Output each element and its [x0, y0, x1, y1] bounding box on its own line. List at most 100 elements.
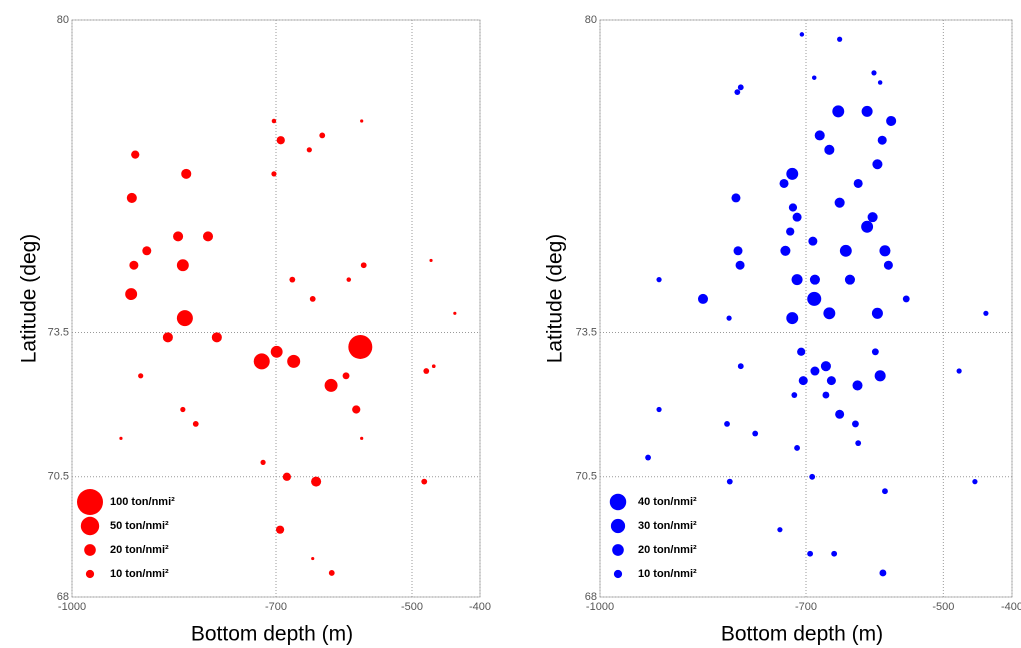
- bubble: [886, 115, 897, 127]
- y-tick-label: 80: [585, 14, 597, 26]
- bubble: [877, 135, 887, 145]
- bubble: [360, 436, 364, 440]
- bubble: [852, 420, 859, 428]
- bubble: [871, 307, 883, 319]
- legend-marker: [613, 569, 623, 579]
- bubble: [852, 380, 863, 391]
- bubble: [809, 274, 820, 285]
- bubble: [176, 310, 193, 327]
- legend-marker: [80, 516, 100, 536]
- bubble: [777, 527, 783, 533]
- bubble: [726, 478, 733, 485]
- bubble: [202, 231, 214, 242]
- bubble: [270, 345, 283, 358]
- bubble: [797, 347, 806, 356]
- bubble: [871, 348, 879, 356]
- bubble: [837, 36, 843, 42]
- y-tick-label: 68: [57, 591, 69, 603]
- bubble: [126, 192, 137, 203]
- bubble: [972, 479, 978, 485]
- bubble: [798, 376, 808, 386]
- x-tick-label: -1000: [586, 601, 614, 613]
- bubble: [814, 130, 825, 141]
- bubble: [786, 312, 799, 325]
- legend-label: 50 ton/nmi²: [110, 520, 169, 532]
- bubble: [820, 361, 831, 372]
- bubble: [839, 244, 852, 257]
- bubble: [162, 332, 173, 343]
- bubble: [328, 570, 335, 576]
- bubble: [429, 258, 433, 263]
- bubble: [872, 159, 883, 170]
- bubble: [276, 136, 285, 145]
- bubble: [453, 311, 457, 315]
- bubble: [271, 171, 277, 177]
- bubble: [131, 150, 140, 159]
- x-tick-label: -700: [795, 601, 817, 613]
- bubble: [311, 476, 322, 487]
- bubble: [253, 353, 270, 370]
- bubble: [289, 276, 296, 283]
- x-tick-label: -400: [469, 601, 491, 613]
- x-tick-label: -700: [265, 601, 287, 613]
- bubble: [282, 472, 291, 481]
- bubble: [879, 569, 887, 577]
- x-tick-label: -500: [932, 601, 954, 613]
- bubble: [983, 310, 989, 316]
- bubble: [871, 70, 877, 76]
- bubble: [737, 84, 744, 91]
- legend-label: 10 ton/nmi²: [638, 568, 697, 580]
- bubble: [173, 231, 184, 242]
- bubble: [810, 366, 820, 376]
- bubble: [791, 274, 803, 286]
- bubble: [656, 406, 662, 413]
- legend-marker: [612, 544, 624, 556]
- bubble: [726, 315, 732, 321]
- y-tick-label: 70.5: [48, 471, 69, 483]
- bubble: [352, 405, 361, 414]
- bubble: [271, 118, 277, 124]
- y-tick-label: 68: [585, 591, 597, 603]
- bubble: [737, 363, 744, 370]
- legend-label: 20 ton/nmi²: [638, 544, 697, 556]
- legend-marker: [85, 569, 95, 579]
- bubble: [360, 262, 367, 269]
- x-tick-label: -500: [401, 601, 423, 613]
- x-axis-label: Bottom depth (m): [191, 623, 353, 646]
- bubble: [180, 406, 186, 413]
- bubble: [855, 440, 862, 447]
- bubble: [792, 212, 802, 222]
- bubble: [861, 220, 874, 233]
- bubble: [824, 144, 835, 155]
- bubble: [260, 459, 266, 465]
- legend-label: 20 ton/nmi²: [110, 544, 169, 556]
- bubble: [799, 32, 805, 37]
- bubble: [192, 420, 199, 427]
- bubble: [835, 409, 845, 419]
- bubble: [275, 525, 285, 534]
- bubble: [311, 556, 315, 561]
- bubble: [791, 392, 798, 398]
- y-tick-label: 80: [57, 14, 69, 26]
- bubble: [733, 246, 743, 256]
- bubble: [786, 227, 795, 236]
- bubble: [176, 259, 189, 272]
- bubble: [348, 334, 373, 359]
- bubble: [794, 445, 800, 451]
- bubble: [306, 147, 312, 153]
- bubble: [125, 288, 138, 301]
- bubble: [342, 372, 350, 380]
- bubble: [309, 295, 316, 302]
- bubble: [129, 260, 139, 270]
- bubble: [731, 193, 741, 203]
- bubble: [119, 436, 123, 440]
- bubble: [211, 332, 222, 343]
- bubble: [780, 245, 791, 256]
- bubble: [877, 80, 883, 85]
- bubble: [431, 364, 436, 369]
- bubble: [853, 178, 863, 188]
- x-axis-label: Bottom depth (m): [721, 623, 883, 646]
- bubble: [656, 277, 662, 283]
- legend-label: 30 ton/nmi²: [638, 520, 697, 532]
